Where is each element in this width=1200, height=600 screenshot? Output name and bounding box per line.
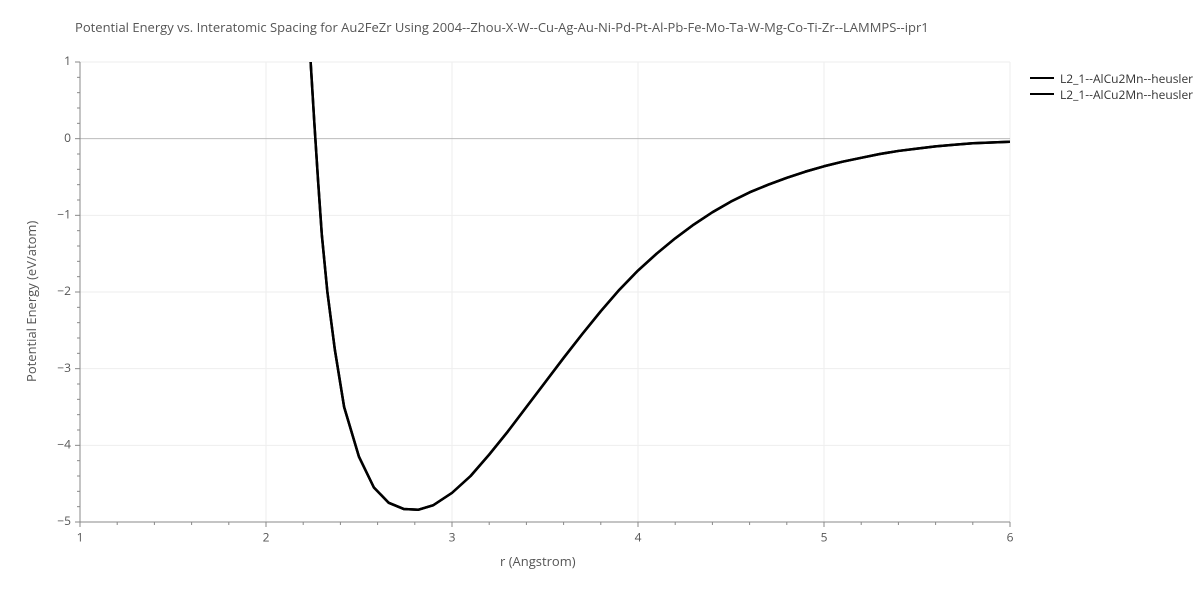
y-tick-label: −4	[57, 436, 71, 453]
x-tick-label: 6	[1007, 528, 1014, 545]
legend-item-0[interactable]: L2_1--AlCu2Mn--heusler	[1030, 70, 1193, 86]
series-line-1[interactable]	[311, 62, 1010, 510]
y-tick-label: −1	[57, 206, 71, 223]
series-line-0[interactable]	[311, 62, 1010, 510]
x-tick-label: 1	[77, 528, 84, 545]
legend-label: L2_1--AlCu2Mn--heusler	[1060, 70, 1193, 87]
plot-area[interactable]: 1 2 3 4 5 6 −5 −4 −3 −2 −1 0 1	[0, 0, 1200, 600]
y-tick-label: −5	[57, 512, 71, 529]
legend[interactable]: L2_1--AlCu2Mn--heuslerL2_1--AlCu2Mn--heu…	[1030, 70, 1193, 102]
legend-label: L2_1--AlCu2Mn--heusler	[1060, 86, 1193, 103]
x-tick-label: 5	[821, 528, 828, 545]
legend-swatch-icon	[1030, 77, 1054, 79]
legend-item-1[interactable]: L2_1--AlCu2Mn--heusler	[1030, 86, 1193, 102]
y-tick-label: 1	[64, 52, 71, 69]
y-tick-label: −2	[57, 282, 71, 299]
x-tick-label: 4	[635, 528, 642, 545]
y-tick-label: −3	[57, 359, 71, 376]
x-tick-label: 2	[263, 528, 270, 545]
y-axis-label: Potential Energy (eV/atom)	[22, 221, 40, 382]
y-tick-label: 0	[64, 129, 71, 146]
x-tick-label: 3	[449, 528, 456, 545]
x-axis-label: r (Angstrom)	[500, 552, 576, 570]
chart-container: { "chart": { "type": "line", "title": "P…	[0, 0, 1200, 600]
legend-swatch-icon	[1030, 93, 1054, 95]
